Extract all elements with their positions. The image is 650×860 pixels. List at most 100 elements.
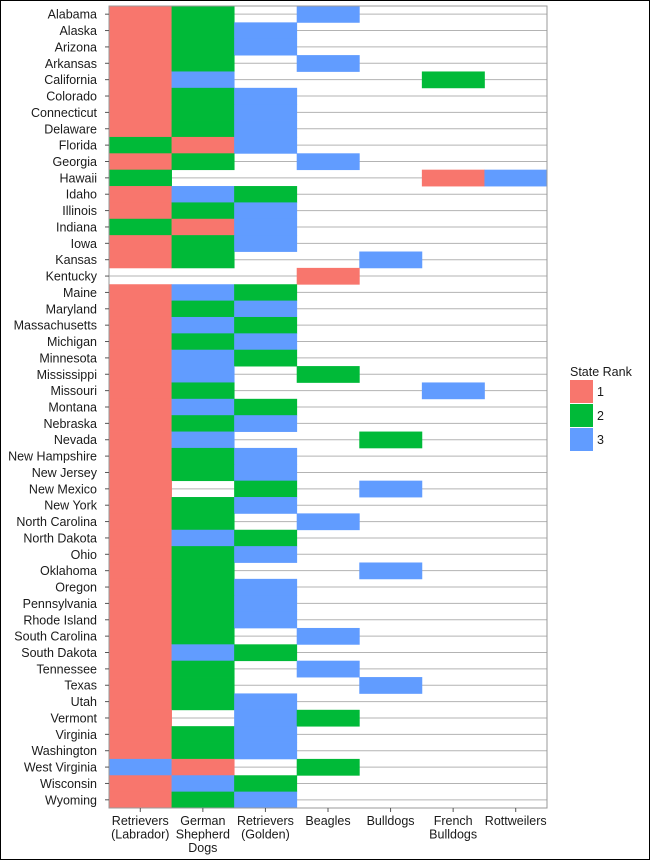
heatmap-cell [421,382,485,400]
heatmap-cell [234,497,298,514]
y-tick-label: Illinois [62,204,97,218]
heatmap-cell [109,464,172,482]
heatmap-cell [234,333,298,351]
heatmap-cell [109,333,172,351]
legend-items: 1 2 3 [570,380,604,451]
heatmap-cell [234,87,298,105]
heatmap-cell [171,447,235,465]
y-tick-label: New Mexico [29,482,97,496]
heatmap-cell [109,398,172,416]
heatmap-cell [171,398,235,416]
heatmap-cell [109,726,172,743]
heatmap-cell [109,349,172,367]
y-tick-label: Oregon [55,581,97,595]
heatmap-cell [234,120,298,138]
heatmap-cell [171,104,235,121]
heatmap-cell [171,251,235,269]
y-tick-label: Utah [71,695,97,709]
heatmap-cell [234,578,298,596]
heatmap-cell [359,677,423,694]
heatmap-cell [171,153,235,171]
heatmap-cell [171,415,235,432]
heatmap-cell [234,464,298,482]
heatmap-cell [109,120,172,138]
heatmap-cell [296,758,360,776]
heatmap-cell [171,316,235,334]
heatmap-cell [234,415,298,432]
heatmap-cell [109,235,172,252]
y-tick-label: Indiana [56,220,97,234]
heatmap-cell [234,726,298,743]
heatmap-cell [171,775,235,793]
y-tick-label: Maryland [46,302,97,316]
legend-swatch-3 [570,428,593,451]
heatmap-cell [234,709,298,727]
heatmap-cell [234,284,298,302]
x-tick-label: French Bulldogs [429,814,477,842]
heatmap-cell [296,513,360,531]
heatmap-cell [234,775,298,793]
heatmap-cell [234,22,298,40]
heatmap-cell [234,611,298,629]
heatmap-cell [109,431,172,449]
heatmap-cell [234,398,298,416]
heatmap-cell [234,791,298,809]
heatmap-cell [171,366,235,383]
heatmap-cell [109,87,172,105]
heatmap-cell [109,758,172,776]
heatmap-cell [234,546,298,563]
heatmap-cell [171,382,235,400]
legend-label: 1 [597,385,604,399]
y-tick-label: Texas [64,679,97,693]
heatmap-cell [234,693,298,711]
heatmap-cell [171,136,235,154]
heatmap-cell [171,758,235,776]
heatmap-cell [171,284,235,302]
y-tick-label: Hawaii [59,171,97,185]
heatmap-cell [171,693,235,711]
heatmap-cell [171,300,235,318]
y-tick-label: Pennsylvania [23,597,97,611]
heatmap-cell [109,104,172,121]
heatmap-cell [171,333,235,351]
x-tick-label: Rottweilers [485,814,547,828]
heatmap-cell [171,562,235,580]
y-tick-label: Iowa [71,237,97,251]
y-tick-label: Alaska [59,24,97,38]
heatmap-cell [109,742,172,760]
heatmap-cell [234,218,298,236]
heatmap-cell [234,235,298,252]
heatmap-cell [171,38,235,56]
heatmap-cell [171,431,235,449]
heatmap-cell [296,267,360,285]
heatmap-cell [109,677,172,694]
heatmap-cell [234,186,298,203]
heatmap-cell [109,546,172,563]
x-tick-label: Retrievers (Golden) [237,814,294,842]
heatmap-cell [109,71,172,89]
heatmap-cell [296,660,360,678]
heatmap-cell [171,202,235,220]
heatmap-cell [109,644,172,662]
legend-swatch-1 [570,380,593,403]
heatmap-cell [359,480,423,498]
y-tick-label: Wyoming [45,793,97,807]
heatmap-cell [109,415,172,432]
heatmap-cell [109,578,172,596]
heatmap-cell [171,218,235,236]
heatmap-cell [296,627,360,645]
heatmap-cell [484,169,548,187]
heatmap-cell [109,284,172,302]
heatmap-cells [109,6,548,809]
heatmap-cell [109,169,172,187]
legend-swatch-2 [570,404,593,427]
legend-title: State Rank [570,365,633,379]
heatmap-cell [109,202,172,220]
heatmap-cell [296,709,360,727]
heatmap-cell [171,644,235,662]
legend-label: 2 [597,409,604,423]
legend-label: 3 [597,433,604,447]
heatmap-cell [234,349,298,367]
y-tick-label: North Carolina [16,515,97,529]
